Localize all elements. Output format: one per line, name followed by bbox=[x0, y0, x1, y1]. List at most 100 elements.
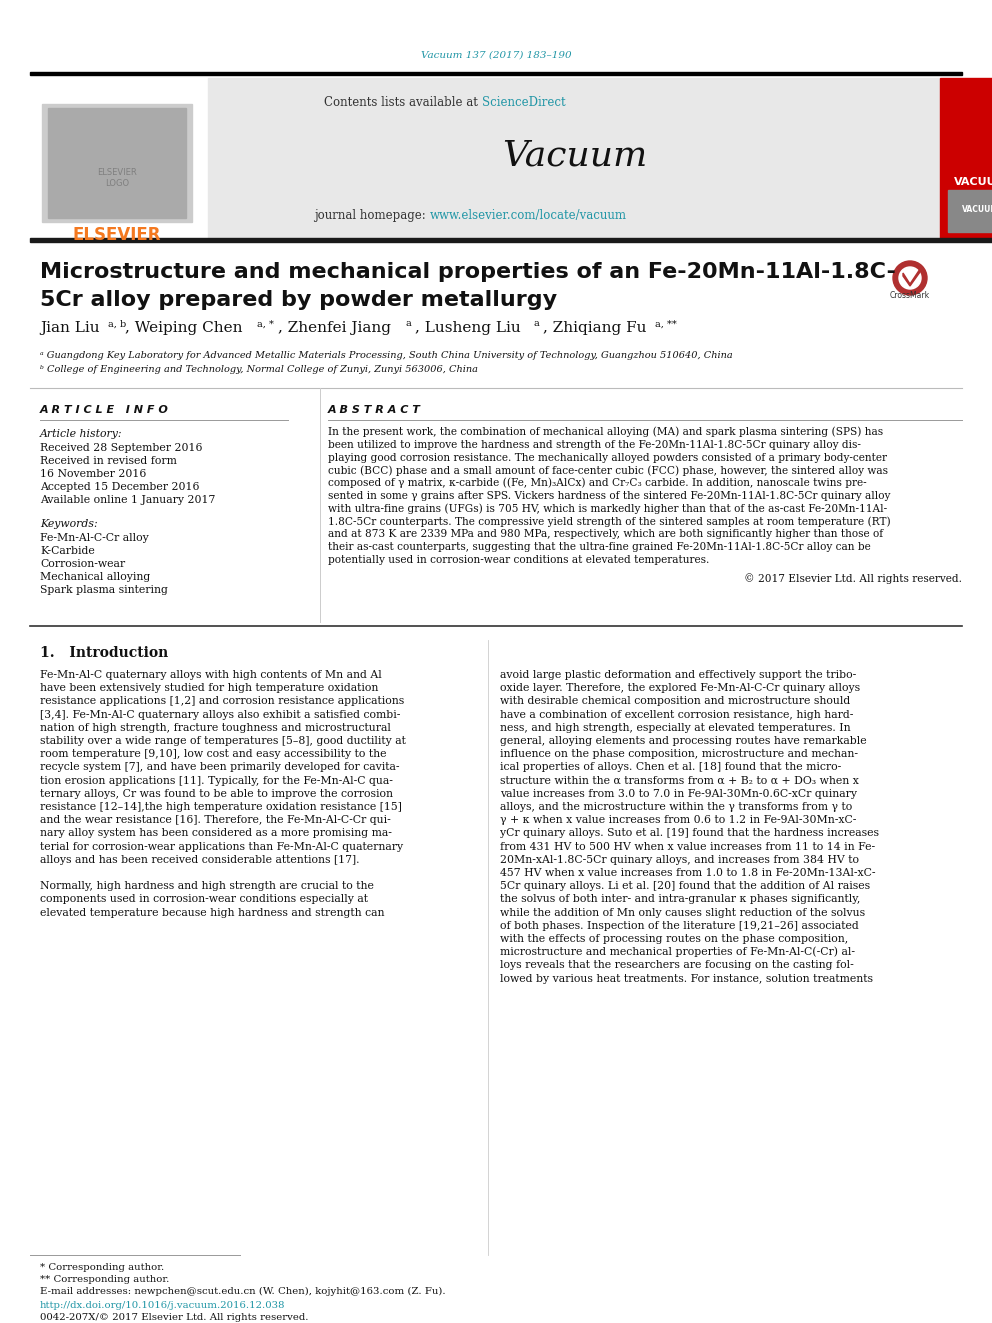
Text: Accepted 15 December 2016: Accepted 15 December 2016 bbox=[40, 482, 199, 492]
Text: Vacuum: Vacuum bbox=[502, 138, 648, 172]
Text: journal homepage:: journal homepage: bbox=[314, 209, 430, 221]
Bar bbox=[30, 78, 206, 239]
Text: 5Cr alloy prepared by powder metallurgy: 5Cr alloy prepared by powder metallurgy bbox=[40, 290, 558, 310]
Text: Article history:: Article history: bbox=[40, 429, 122, 439]
Text: elevated temperature because high hardness and strength can: elevated temperature because high hardne… bbox=[40, 908, 385, 918]
Text: ELSEVIER: ELSEVIER bbox=[72, 226, 162, 243]
Text: components used in corrosion-wear conditions especially at: components used in corrosion-wear condit… bbox=[40, 894, 368, 905]
Text: a: a bbox=[534, 319, 540, 328]
Text: http://dx.doi.org/10.1016/j.vacuum.2016.12.038: http://dx.doi.org/10.1016/j.vacuum.2016.… bbox=[40, 1302, 286, 1311]
Text: Fe-Mn-Al-C-Cr alloy: Fe-Mn-Al-C-Cr alloy bbox=[40, 533, 149, 542]
Text: , Lusheng Liu: , Lusheng Liu bbox=[415, 321, 521, 335]
Text: structure within the α transforms from α + B₂ to α + DO₃ when x: structure within the α transforms from α… bbox=[500, 775, 859, 786]
Text: Corrosion-wear: Corrosion-wear bbox=[40, 560, 125, 569]
Text: and at 873 K are 2339 MPa and 980 MPa, respectively, which are both significantl: and at 873 K are 2339 MPa and 980 MPa, r… bbox=[328, 529, 883, 540]
Circle shape bbox=[893, 261, 927, 295]
Bar bbox=[48, 108, 186, 218]
Text: been utilized to improve the hardness and strength of the Fe-20Mn-11Al-1.8C-5Cr : been utilized to improve the hardness an… bbox=[328, 439, 861, 450]
Text: lowed by various heat treatments. For instance, solution treatments: lowed by various heat treatments. For in… bbox=[500, 974, 873, 983]
Text: Contents lists available at: Contents lists available at bbox=[324, 97, 482, 110]
Text: ness, and high strength, especially at elevated temperatures. In: ness, and high strength, especially at e… bbox=[500, 722, 850, 733]
Text: nation of high strength, fracture toughness and microstructural: nation of high strength, fracture toughn… bbox=[40, 722, 391, 733]
Text: , Zhenfei Jiang: , Zhenfei Jiang bbox=[278, 321, 391, 335]
Text: sented in some γ grains after SPS. Vickers hardness of the sintered Fe-20Mn-11Al: sented in some γ grains after SPS. Vicke… bbox=[328, 491, 891, 501]
Text: E-mail addresses: newpchen@scut.edu.cn (W. Chen), kojyhit@163.com (Z. Fu).: E-mail addresses: newpchen@scut.edu.cn (… bbox=[40, 1286, 445, 1295]
Text: recycle system [7], and have been primarily developed for cavita-: recycle system [7], and have been primar… bbox=[40, 762, 400, 773]
Text: with ultra-fine grains (UFGs) is 705 HV, which is markedly higher than that of t: with ultra-fine grains (UFGs) is 705 HV,… bbox=[328, 504, 887, 515]
Bar bbox=[948, 191, 992, 232]
Text: general, alloying elements and processing routes have remarkable: general, alloying elements and processin… bbox=[500, 736, 867, 746]
Bar bbox=[42, 105, 192, 222]
Text: stability over a wide range of temperatures [5–8], good ductility at: stability over a wide range of temperatu… bbox=[40, 736, 406, 746]
Text: 457 HV when x value increases from 1.0 to 1.8 in Fe-20Mn-13Al-xC-: 457 HV when x value increases from 1.0 t… bbox=[500, 868, 876, 878]
Text: potentially used in corrosion-wear conditions at elevated temperatures.: potentially used in corrosion-wear condi… bbox=[328, 556, 709, 565]
Text: avoid large plastic deformation and effectively support the tribo-: avoid large plastic deformation and effe… bbox=[500, 669, 856, 680]
Text: 20Mn-xAl-1.8C-5Cr quinary alloys, and increases from 384 HV to: 20Mn-xAl-1.8C-5Cr quinary alloys, and in… bbox=[500, 855, 859, 865]
Text: Spark plasma sintering: Spark plasma sintering bbox=[40, 585, 168, 595]
Text: their as-cast counterparts, suggesting that the ultra-fine grained Fe-20Mn-11Al-: their as-cast counterparts, suggesting t… bbox=[328, 542, 871, 552]
Text: composed of γ matrix, κ-carbide ((Fe, Mn)₃AlCx) and Cr₇C₃ carbide. In addition, : composed of γ matrix, κ-carbide ((Fe, Mn… bbox=[328, 478, 867, 488]
Text: www.elsevier.com/locate/vacuum: www.elsevier.com/locate/vacuum bbox=[430, 209, 627, 221]
Text: ** Corresponding author.: ** Corresponding author. bbox=[40, 1274, 170, 1283]
Text: terial for corrosion-wear applications than Fe-Mn-Al-C quaternary: terial for corrosion-wear applications t… bbox=[40, 841, 403, 852]
Text: playing good corrosion resistance. The mechanically alloyed powders consisted of: playing good corrosion resistance. The m… bbox=[328, 452, 887, 463]
Text: 5Cr quinary alloys. Li et al. [20] found that the addition of Al raises: 5Cr quinary alloys. Li et al. [20] found… bbox=[500, 881, 870, 892]
Text: 1.8C-5Cr counterparts. The compressive yield strength of the sintered samples at: 1.8C-5Cr counterparts. The compressive y… bbox=[328, 516, 891, 527]
Text: A B S T R A C T: A B S T R A C T bbox=[328, 405, 421, 415]
Text: alloys and has been received considerable attentions [17].: alloys and has been received considerabl… bbox=[40, 855, 359, 865]
Text: loys reveals that the researchers are focusing on the casting fol-: loys reveals that the researchers are fo… bbox=[500, 960, 854, 970]
Text: Keywords:: Keywords: bbox=[40, 519, 97, 529]
Text: with desirable chemical composition and microstructure should: with desirable chemical composition and … bbox=[500, 696, 850, 706]
Polygon shape bbox=[903, 269, 920, 286]
Text: ical properties of alloys. Chen et al. [18] found that the micro-: ical properties of alloys. Chen et al. [… bbox=[500, 762, 841, 773]
Text: cubic (BCC) phase and a small amount of face-center cubic (FCC) phase, however, : cubic (BCC) phase and a small amount of … bbox=[328, 466, 888, 476]
Text: resistance [12–14],the high temperature oxidation resistance [15]: resistance [12–14],the high temperature … bbox=[40, 802, 402, 812]
Text: the solvus of both inter- and intra-granular κ phases significantly,: the solvus of both inter- and intra-gran… bbox=[500, 894, 860, 905]
Bar bbox=[208, 78, 940, 239]
Text: © 2017 Elsevier Ltd. All rights reserved.: © 2017 Elsevier Ltd. All rights reserved… bbox=[744, 573, 962, 585]
Text: Received 28 September 2016: Received 28 September 2016 bbox=[40, 443, 202, 452]
Text: γ + κ when x value increases from 0.6 to 1.2 in Fe-9Al-30Mn-xC-: γ + κ when x value increases from 0.6 to… bbox=[500, 815, 856, 826]
Circle shape bbox=[899, 267, 921, 288]
Text: nary alloy system has been considered as a more promising ma-: nary alloy system has been considered as… bbox=[40, 828, 392, 839]
Text: ᵃ Guangdong Key Laboratory for Advanced Metallic Materials Processing, South Chi: ᵃ Guangdong Key Laboratory for Advanced … bbox=[40, 352, 733, 360]
Text: 0042-207X/© 2017 Elsevier Ltd. All rights reserved.: 0042-207X/© 2017 Elsevier Ltd. All right… bbox=[40, 1312, 309, 1322]
Text: ELSEVIER
LOGO: ELSEVIER LOGO bbox=[97, 168, 137, 188]
Text: In the present work, the combination of mechanical alloying (MA) and spark plasm: In the present work, the combination of … bbox=[328, 427, 883, 438]
Text: , Weiping Chen: , Weiping Chen bbox=[125, 321, 242, 335]
Text: VACUUM: VACUUM bbox=[954, 177, 992, 187]
Text: and the wear resistance [16]. Therefore, the Fe-Mn-Al-C-Cr qui-: and the wear resistance [16]. Therefore,… bbox=[40, 815, 391, 826]
Text: room temperature [9,10], low cost and easy accessibility to the: room temperature [9,10], low cost and ea… bbox=[40, 749, 387, 759]
Text: ᵇ College of Engineering and Technology, Normal College of Zunyi, Zunyi 563006, : ᵇ College of Engineering and Technology,… bbox=[40, 365, 478, 374]
Text: tion erosion applications [11]. Typically, for the Fe-Mn-Al-C qua-: tion erosion applications [11]. Typicall… bbox=[40, 775, 393, 786]
Text: a: a bbox=[406, 319, 412, 328]
Text: microstructure and mechanical properties of Fe-Mn-Al-C(-Cr) al-: microstructure and mechanical properties… bbox=[500, 947, 855, 958]
Text: , Zhiqiang Fu: , Zhiqiang Fu bbox=[543, 321, 647, 335]
Text: resistance applications [1,2] and corrosion resistance applications: resistance applications [1,2] and corros… bbox=[40, 696, 405, 706]
Text: [3,4]. Fe-Mn-Al-C quaternary alloys also exhibit a satisfied combi-: [3,4]. Fe-Mn-Al-C quaternary alloys also… bbox=[40, 709, 401, 720]
Text: have been extensively studied for high temperature oxidation: have been extensively studied for high t… bbox=[40, 683, 378, 693]
Bar bbox=[30, 238, 992, 242]
Text: CrossMark: CrossMark bbox=[890, 291, 930, 300]
Text: a, *: a, * bbox=[257, 319, 274, 328]
Text: 1.   Introduction: 1. Introduction bbox=[40, 646, 169, 660]
Text: ternary alloys, Cr was found to be able to improve the corrosion: ternary alloys, Cr was found to be able … bbox=[40, 789, 393, 799]
Text: ScienceDirect: ScienceDirect bbox=[482, 97, 565, 110]
Text: alloys, and the microstructure within the γ transforms from γ to: alloys, and the microstructure within th… bbox=[500, 802, 852, 812]
Text: of both phases. Inspection of the literature [19,21–26] associated: of both phases. Inspection of the litera… bbox=[500, 921, 859, 931]
Text: Available online 1 January 2017: Available online 1 January 2017 bbox=[40, 495, 215, 505]
Text: with the effects of processing routes on the phase composition,: with the effects of processing routes on… bbox=[500, 934, 848, 945]
Text: a, **: a, ** bbox=[655, 319, 677, 328]
Text: value increases from 3.0 to 7.0 in Fe-9Al-30Mn-0.6C-xCr quinary: value increases from 3.0 to 7.0 in Fe-9A… bbox=[500, 789, 857, 799]
Text: Vacuum 137 (2017) 183–190: Vacuum 137 (2017) 183–190 bbox=[421, 50, 571, 60]
Text: Received in revised form: Received in revised form bbox=[40, 456, 177, 466]
Bar bbox=[940, 78, 992, 239]
Text: K-Carbide: K-Carbide bbox=[40, 546, 95, 556]
Text: while the addition of Mn only causes slight reduction of the solvus: while the addition of Mn only causes sli… bbox=[500, 908, 865, 918]
Text: 16 November 2016: 16 November 2016 bbox=[40, 468, 147, 479]
Text: A R T I C L E   I N F O: A R T I C L E I N F O bbox=[40, 405, 169, 415]
Text: Jian Liu: Jian Liu bbox=[40, 321, 99, 335]
Text: a, b: a, b bbox=[108, 319, 126, 328]
Text: Mechanical alloying: Mechanical alloying bbox=[40, 572, 150, 582]
Bar bbox=[30, 71, 962, 75]
